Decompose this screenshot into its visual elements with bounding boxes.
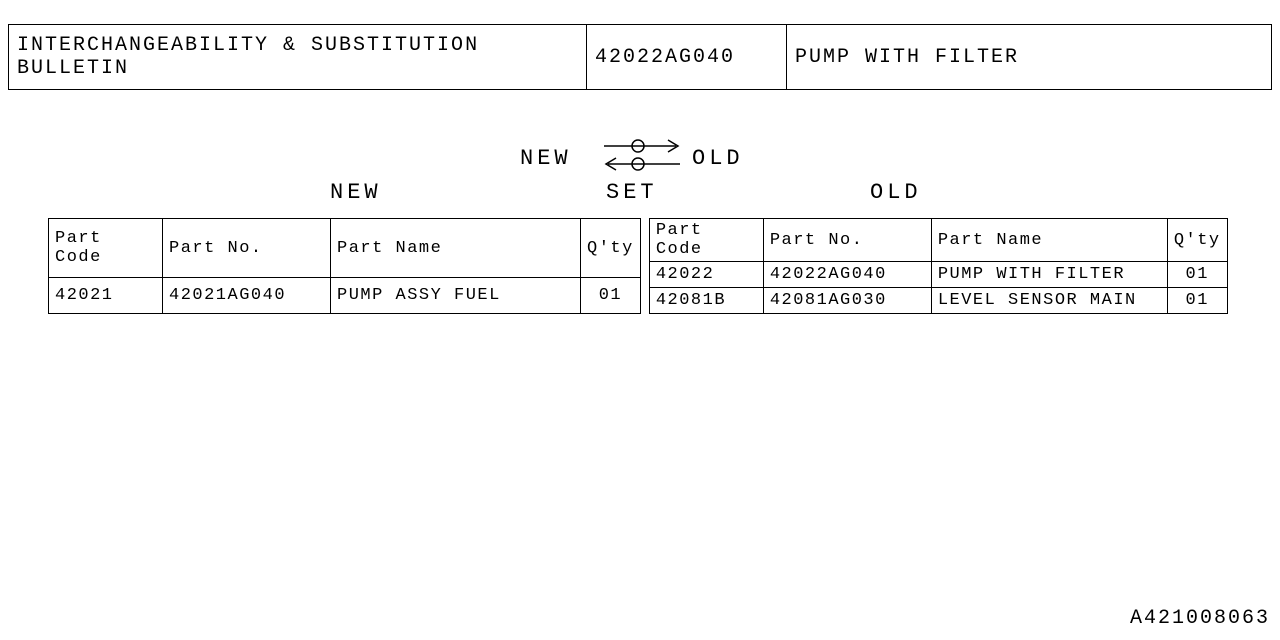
- col-part-name: Part Name: [931, 219, 1167, 262]
- cell-part-code: 42021: [49, 278, 163, 314]
- cell-part-no: 42021AG040: [163, 278, 331, 314]
- col-qty: Q'ty: [1167, 219, 1227, 262]
- section-new-label: NEW: [330, 180, 382, 205]
- table-row: 42021 42021AG040 PUMP ASSY FUEL 01: [49, 278, 641, 314]
- cell-part-name: LEVEL SENSOR MAIN: [931, 288, 1167, 314]
- cell-part-no: 42081AG030: [763, 288, 931, 314]
- cell-part-name: PUMP WITH FILTER: [931, 262, 1167, 288]
- col-qty: Q'ty: [581, 219, 641, 278]
- section-old-label: OLD: [870, 180, 922, 205]
- cell-part-code: 42081B: [649, 288, 763, 314]
- cell-qty: 01: [581, 278, 641, 314]
- header-part-no: 42022AG040: [587, 25, 787, 89]
- cell-part-no: 42022AG040: [763, 262, 931, 288]
- old-parts-table: Part Code Part No. Part Name Q'ty 42022 …: [649, 218, 1228, 314]
- table-header-row: Part Code Part No. Part Name Q'ty: [649, 219, 1227, 262]
- col-part-code: Part Code: [49, 219, 163, 278]
- table-gap: [641, 218, 649, 314]
- col-part-no: Part No.: [163, 219, 331, 278]
- cell-part-name: PUMP ASSY FUEL: [331, 278, 581, 314]
- cell-part-code: 42022: [649, 262, 763, 288]
- header-bar: INTERCHANGEABILITY & SUBSTITUTION BULLET…: [8, 24, 1272, 90]
- new-parts-table: Part Code Part No. Part Name Q'ty 42021 …: [48, 218, 641, 314]
- table-row: 42081B 42081AG030 LEVEL SENSOR MAIN 01: [649, 288, 1227, 314]
- interchange-symbol: NEW OLD SET: [520, 134, 760, 202]
- symbol-set-label: SET: [606, 180, 658, 205]
- header-title: INTERCHANGEABILITY & SUBSTITUTION BULLET…: [9, 25, 587, 89]
- cell-qty: 01: [1167, 288, 1227, 314]
- col-part-name: Part Name: [331, 219, 581, 278]
- document-code: A421008063: [1130, 607, 1270, 630]
- symbol-old-label: OLD: [692, 146, 744, 171]
- tables-container: Part Code Part No. Part Name Q'ty 42021 …: [48, 218, 1228, 314]
- table-header-row: Part Code Part No. Part Name Q'ty: [49, 219, 641, 278]
- symbol-new-label: NEW: [520, 146, 572, 171]
- cell-qty: 01: [1167, 262, 1227, 288]
- bidirectional-arrow-icon: [598, 134, 686, 176]
- col-part-code: Part Code: [649, 219, 763, 262]
- table-row: 42022 42022AG040 PUMP WITH FILTER 01: [649, 262, 1227, 288]
- col-part-no: Part No.: [763, 219, 931, 262]
- header-part-name: PUMP WITH FILTER: [787, 25, 1271, 89]
